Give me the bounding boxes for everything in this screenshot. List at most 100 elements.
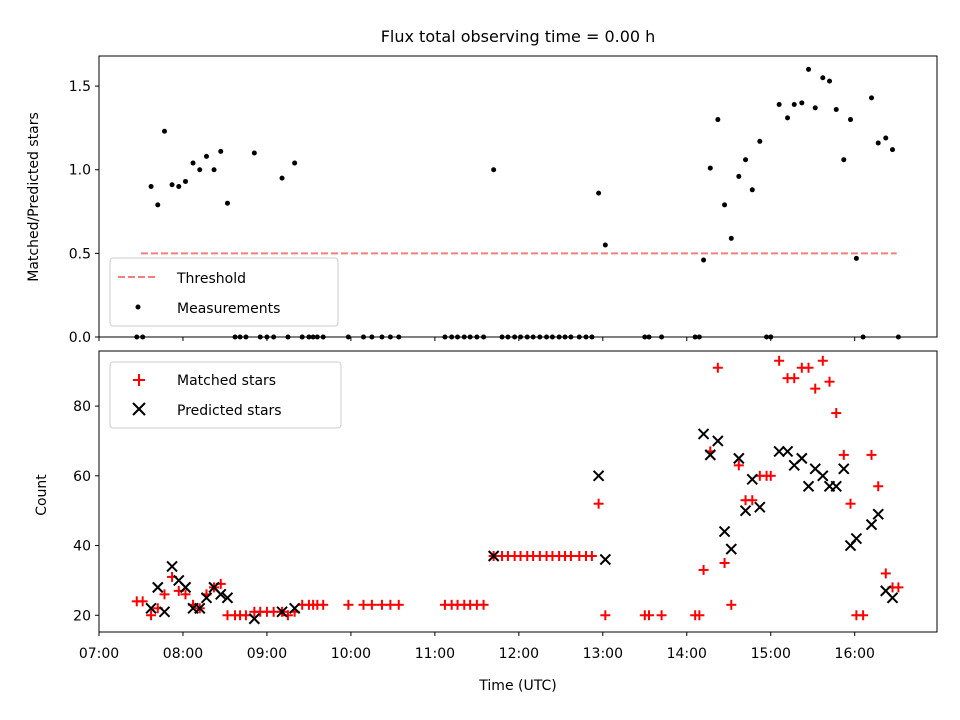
measurement-point bbox=[715, 117, 721, 123]
legend-matched-swatch bbox=[133, 374, 145, 386]
y-tick-label: 0.0 bbox=[69, 330, 91, 346]
measurement-point bbox=[161, 128, 167, 134]
matched-stars-point bbox=[478, 599, 489, 610]
matched-stars-point bbox=[803, 362, 814, 373]
measurement-point bbox=[743, 157, 749, 163]
measurement-point bbox=[596, 190, 602, 196]
matched-stars-point bbox=[565, 550, 576, 561]
measurement-point bbox=[211, 167, 217, 173]
matched-stars-point bbox=[268, 606, 279, 617]
x-tick-label: 10:00 bbox=[331, 646, 371, 662]
ratio-plot-marks bbox=[134, 66, 901, 340]
matched-stars-point bbox=[600, 610, 611, 621]
predicted-stars-point bbox=[817, 470, 829, 482]
legend-predicted-swatch bbox=[132, 402, 146, 416]
predicted-stars-point bbox=[773, 445, 785, 458]
predicted-stars-point bbox=[158, 606, 171, 618]
measurement-point bbox=[491, 167, 497, 173]
matched-stars-point bbox=[137, 596, 148, 607]
count-plot-y-ticks: 20 40 60 80 bbox=[73, 399, 99, 624]
x-tick-label: 08:00 bbox=[163, 646, 203, 662]
predicted-stars-point bbox=[145, 602, 157, 614]
matched-stars-point bbox=[817, 355, 828, 366]
matched-stars-point bbox=[643, 610, 654, 621]
predicted-stars-point bbox=[487, 550, 500, 562]
measurement-point bbox=[883, 135, 889, 141]
matched-stars-point bbox=[726, 599, 737, 610]
count-plot: 20 40 60 80 07:00 08:00 09:00 10:00 11:00 12:00 1… bbox=[34, 350, 938, 694]
y-tick-label: 0.5 bbox=[69, 246, 91, 262]
measurement-point bbox=[785, 115, 791, 121]
matched-stars-point bbox=[240, 610, 251, 621]
x-tick-label: 12:00 bbox=[499, 646, 539, 662]
predicted-stars-point bbox=[166, 560, 178, 573]
matched-stars-point bbox=[838, 449, 849, 460]
measurement-point bbox=[827, 78, 833, 84]
matched-stars-point bbox=[318, 599, 329, 610]
matched-stars-point bbox=[789, 373, 800, 384]
legend-measurements-label: Measurements bbox=[177, 301, 280, 317]
measurement-point bbox=[292, 160, 298, 166]
predicted-stars-point bbox=[872, 508, 884, 520]
measurement-point bbox=[799, 100, 805, 106]
x-tick-label: 11:00 bbox=[415, 646, 455, 662]
x-tick-label: 16:00 bbox=[835, 646, 875, 662]
predicted-stars-point bbox=[781, 445, 794, 458]
count-plot-legend-box bbox=[109, 361, 342, 429]
measurement-point bbox=[722, 202, 728, 208]
y-tick-label: 1.0 bbox=[69, 163, 91, 179]
predicted-stars-point bbox=[830, 480, 842, 492]
ratio-plot-y-ticks: 0.0 0.5 1.0 1.5 bbox=[69, 79, 99, 346]
y-tick-label: 40 bbox=[73, 539, 91, 555]
x-tick-label: 07:00 bbox=[79, 646, 119, 662]
x-tick-label: 09:00 bbox=[247, 646, 287, 662]
legend-measurements-swatch bbox=[135, 304, 141, 310]
measurement-point bbox=[155, 202, 161, 208]
matched-stars-point bbox=[180, 589, 191, 600]
y-tick-label: 20 bbox=[73, 608, 91, 624]
predicted-stars-point bbox=[733, 452, 745, 465]
matched-stars-point bbox=[343, 599, 354, 610]
x-tick-label: 14:00 bbox=[667, 646, 707, 662]
measurement-point bbox=[251, 150, 257, 156]
matched-stars-point bbox=[845, 498, 856, 509]
measurement-point bbox=[853, 255, 859, 261]
count-plot-x-ticks: 07:00 08:00 09:00 10:00 11:00 12:00 13:00 14:00… bbox=[79, 632, 875, 662]
measurement-point bbox=[820, 75, 826, 81]
ratio-plot-x-ticks bbox=[98, 337, 856, 341]
measurement-point bbox=[203, 153, 209, 159]
matched-stars-point bbox=[358, 599, 369, 610]
matched-stars-point bbox=[765, 470, 776, 481]
matched-stars-point bbox=[719, 557, 730, 568]
matched-stars-point bbox=[698, 564, 709, 575]
matched-stars-point bbox=[385, 599, 396, 610]
predicted-stars-point bbox=[248, 613, 261, 625]
predicted-stars-point bbox=[697, 428, 710, 440]
ratio-plot: 0.0 0.5 1.0 1.5 Flux total observing time =… bbox=[26, 27, 938, 346]
measurement-point bbox=[848, 117, 854, 123]
x-tick-label: 15:00 bbox=[751, 646, 791, 662]
predicted-stars-point bbox=[592, 470, 605, 482]
matched-stars-point bbox=[747, 495, 758, 506]
matched-stars-point bbox=[159, 589, 170, 600]
predicted-stars-point bbox=[704, 449, 716, 461]
matched-stars-point bbox=[393, 599, 404, 610]
measurement-point bbox=[602, 242, 608, 248]
predicted-stars-point bbox=[221, 592, 234, 604]
matched-stars-point bbox=[774, 355, 785, 366]
matched-stars-point bbox=[831, 408, 842, 419]
measurement-point bbox=[841, 157, 847, 163]
matched-stars-point bbox=[893, 582, 904, 593]
matched-stars-point bbox=[376, 599, 387, 610]
ratio-plot-frame bbox=[98, 55, 938, 338]
measurement-point bbox=[875, 140, 881, 146]
predicted-stars-point bbox=[865, 518, 878, 531]
measurement-point bbox=[869, 95, 875, 101]
measurement-point bbox=[182, 178, 188, 184]
count-plot-legend: Matched stars Predicted stars bbox=[109, 361, 342, 429]
predicted-stars-point bbox=[718, 525, 731, 538]
measurement-point bbox=[812, 105, 818, 111]
measurement-point bbox=[889, 147, 895, 153]
predicted-stars-point bbox=[802, 480, 815, 492]
